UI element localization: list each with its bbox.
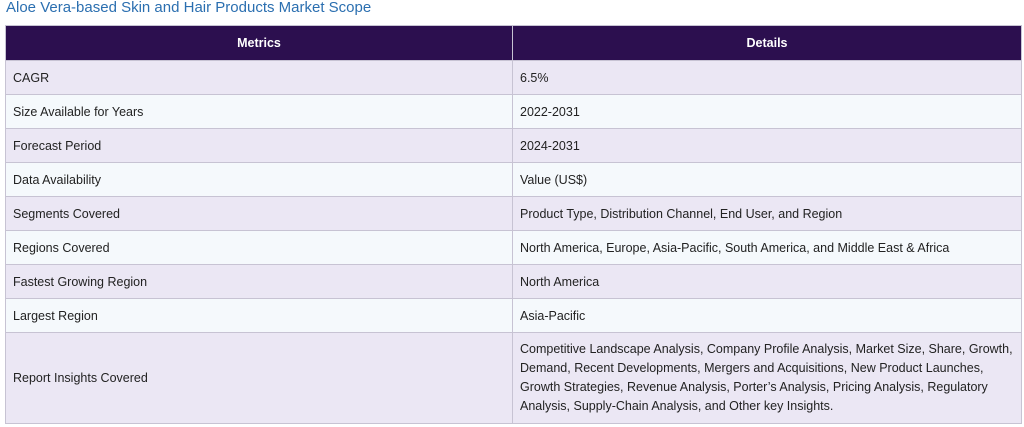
table-row: Forecast Period 2024-2031 [5,128,1022,163]
table-row: Fastest Growing Region North America [5,264,1022,299]
metric-cell: Fastest Growing Region [5,264,513,299]
detail-cell: North America [512,264,1022,299]
table-row: Largest Region Asia-Pacific [5,298,1022,333]
table-row: CAGR 6.5% [5,60,1022,95]
market-scope-table: Metrics Details CAGR 6.5% Size Available… [5,25,1022,424]
metric-cell: CAGR [5,60,513,95]
metric-cell: Data Availability [5,162,513,197]
metric-cell: Regions Covered [5,230,513,265]
metric-cell: Report Insights Covered [5,332,513,424]
table-row: Size Available for Years 2022-2031 [5,94,1022,129]
table-row: Report Insights Covered Competitive Land… [5,332,1022,424]
detail-cell: Product Type, Distribution Channel, End … [512,196,1022,231]
column-header-details: Details [512,25,1022,61]
page-title: Aloe Vera-based Skin and Hair Products M… [6,0,372,16]
metric-cell: Size Available for Years [5,94,513,129]
metric-cell: Forecast Period [5,128,513,163]
metric-cell: Segments Covered [5,196,513,231]
table-row: Regions Covered North America, Europe, A… [5,230,1022,265]
table-row: Data Availability Value (US$) [5,162,1022,197]
detail-cell: Asia-Pacific [512,298,1022,333]
detail-cell: North America, Europe, Asia-Pacific, Sou… [512,230,1022,265]
detail-cell: Value (US$) [512,162,1022,197]
detail-cell: 6.5% [512,60,1022,95]
table-row: Segments Covered Product Type, Distribut… [5,196,1022,231]
detail-cell: 2022-2031 [512,94,1022,129]
column-header-metrics: Metrics [5,25,513,61]
table-header-row: Metrics Details [5,25,1022,61]
detail-cell: Competitive Landscape Analysis, Company … [512,332,1022,424]
detail-cell: 2024-2031 [512,128,1022,163]
metric-cell: Largest Region [5,298,513,333]
